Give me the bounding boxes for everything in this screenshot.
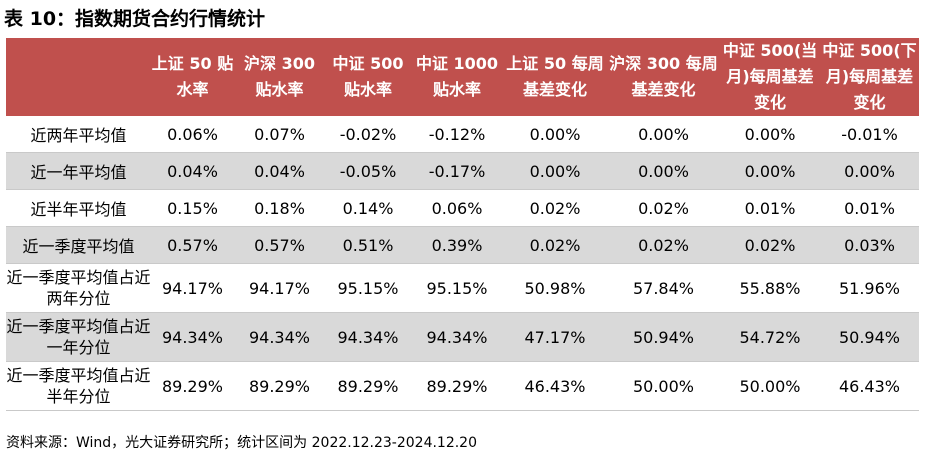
table-cell: 0.01% [720, 189, 820, 227]
row-label: 近一年平均值 [6, 152, 151, 190]
table-cell: 0.00% [720, 116, 820, 153]
table-cell: 94.34% [234, 312, 325, 362]
row-label: 近一季度平均值占近半年分位 [6, 361, 151, 411]
table-row: 近一季度平均值占近两年分位 94.17% 94.17% 95.15% 95.15… [6, 263, 919, 313]
table-row: 近两年平均值 0.06% 0.07% -0.02% -0.12% 0.00% 0… [6, 116, 919, 153]
table-cell: 89.29% [325, 361, 411, 411]
table-cell: 0.06% [151, 116, 234, 153]
table-cell: 0.57% [151, 226, 234, 264]
table-cell: 54.72% [720, 312, 820, 362]
header-row: 上证 50 贴水率 沪深 300 贴水率 中证 500 贴水率 中证 1000 … [6, 38, 919, 116]
table-cell: 0.04% [234, 152, 325, 190]
table-cell: 0.06% [411, 189, 503, 227]
table-cell: 0.01% [820, 189, 919, 227]
table-cell: -0.01% [820, 116, 919, 153]
table-cell: 0.00% [607, 116, 720, 153]
table-cell: -0.05% [325, 152, 411, 190]
table-cell: 0.51% [325, 226, 411, 264]
table-row: 近一季度平均值占近半年分位 89.29% 89.29% 89.29% 89.29… [6, 361, 919, 411]
table-cell: 94.34% [151, 312, 234, 362]
table-title: 表 10：指数期货合约行情统计 [4, 8, 266, 30]
table-cell: 89.29% [411, 361, 503, 411]
table-cell: 0.15% [151, 189, 234, 227]
table-cell: 46.43% [820, 361, 919, 411]
header-cell: 上证 50 贴水率 [151, 38, 234, 116]
table-cell: 0.00% [503, 116, 607, 153]
table-cell: 0.04% [151, 152, 234, 190]
table-cell: 0.14% [325, 189, 411, 227]
header-cell: 中证 500 贴水率 [325, 38, 411, 116]
table-cell: 50.00% [720, 361, 820, 411]
header-cell [6, 38, 151, 116]
table-cell: 94.34% [411, 312, 503, 362]
table-cell: 94.17% [151, 263, 234, 313]
table-cell: 0.02% [720, 226, 820, 264]
table-cell: 89.29% [234, 361, 325, 411]
header-cell: 中证 500(当月)每周基差变化 [720, 38, 820, 116]
table-cell: 94.34% [325, 312, 411, 362]
row-label: 近一季度平均值 [6, 226, 151, 264]
table-cell: 0.18% [234, 189, 325, 227]
table-cell: 0.07% [234, 116, 325, 153]
table-cell: 0.00% [607, 152, 720, 190]
table-cell: 0.57% [234, 226, 325, 264]
table-cell: 51.96% [820, 263, 919, 313]
table-cell: 57.84% [607, 263, 720, 313]
table-row: 近半年平均值 0.15% 0.18% 0.14% 0.06% 0.02% 0.0… [6, 189, 919, 227]
header-cell: 中证 500(下月)每周基差变化 [820, 38, 919, 116]
table-cell: 50.94% [607, 312, 720, 362]
table-cell: 0.00% [503, 152, 607, 190]
row-label: 近两年平均值 [6, 116, 151, 153]
table-cell: 95.15% [325, 263, 411, 313]
row-label: 近半年平均值 [6, 189, 151, 227]
table-cell: 0.02% [607, 226, 720, 264]
table-cell: 89.29% [151, 361, 234, 411]
header-cell: 上证 50 每周基差变化 [503, 38, 607, 116]
table-cell: 46.43% [503, 361, 607, 411]
table-cell: 50.98% [503, 263, 607, 313]
table-cell: 0.02% [503, 226, 607, 264]
table-cell: -0.17% [411, 152, 503, 190]
table-cell: 50.00% [607, 361, 720, 411]
table-row: 近一季度平均值占近一年分位 94.34% 94.34% 94.34% 94.34… [6, 312, 919, 362]
table-cell: 95.15% [411, 263, 503, 313]
row-label: 近一季度平均值占近两年分位 [6, 263, 151, 313]
source-note: 资料来源：Wind，光大证券研究所；统计区间为 2022.12.23-2024.… [6, 435, 478, 451]
row-label: 近一季度平均值占近一年分位 [6, 312, 151, 362]
header-cell: 中证 1000 贴水率 [411, 38, 503, 116]
table-row: 近一季度平均值 0.57% 0.57% 0.51% 0.39% 0.02% 0.… [6, 226, 919, 264]
header-cell: 沪深 300 贴水率 [234, 38, 325, 116]
table-cell: 55.88% [720, 263, 820, 313]
table-cell: 0.00% [820, 152, 919, 190]
table-cell: 0.00% [720, 152, 820, 190]
table-cell: 0.02% [503, 189, 607, 227]
header-cell: 沪深 300 每周基差变化 [607, 38, 720, 116]
table-cell: 94.17% [234, 263, 325, 313]
table-cell: 50.94% [820, 312, 919, 362]
table-cell: -0.02% [325, 116, 411, 153]
table-cell: 47.17% [503, 312, 607, 362]
table-cell: 0.03% [820, 226, 919, 264]
futures-stats-table: 上证 50 贴水率 沪深 300 贴水率 中证 500 贴水率 中证 1000 … [6, 38, 919, 411]
table-cell: -0.12% [411, 116, 503, 153]
table-cell: 0.39% [411, 226, 503, 264]
table-row: 近一年平均值 0.04% 0.04% -0.05% -0.17% 0.00% 0… [6, 152, 919, 190]
table-cell: 0.02% [607, 189, 720, 227]
